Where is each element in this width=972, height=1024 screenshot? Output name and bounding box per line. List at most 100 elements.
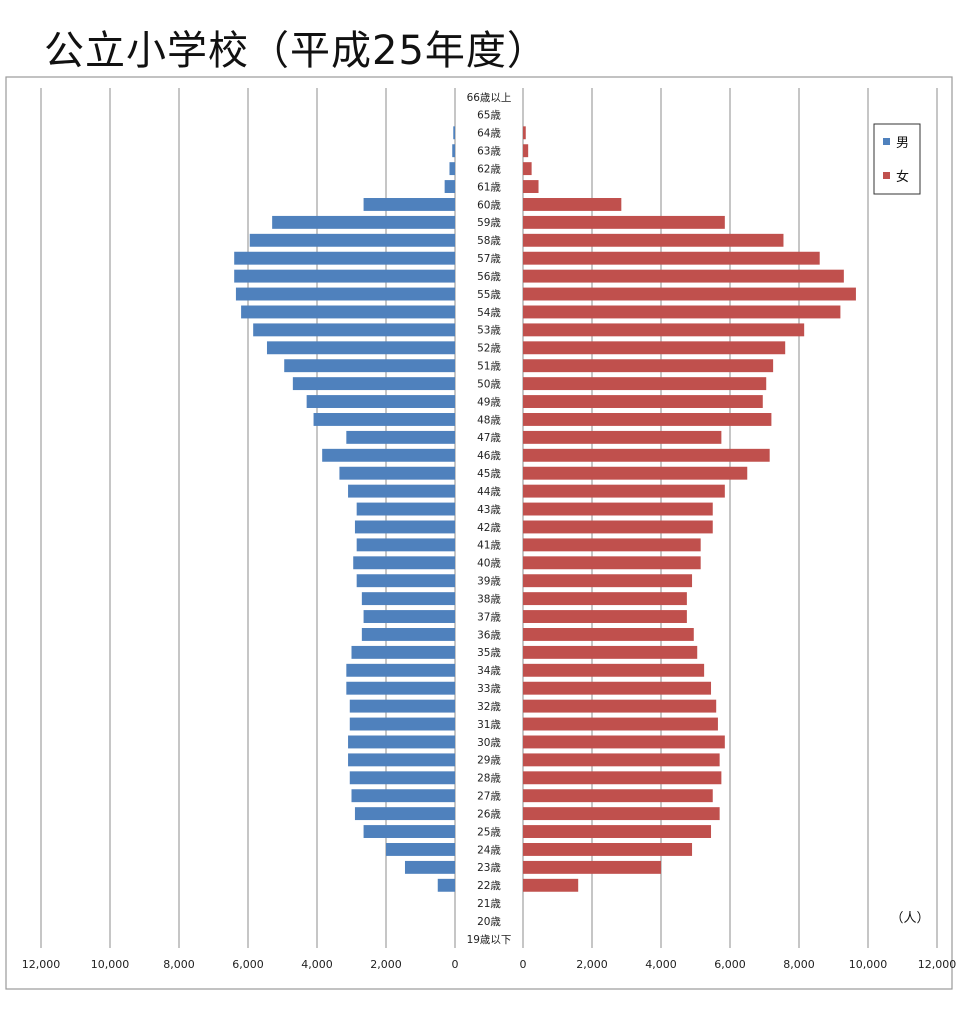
age-label: 61歳 (477, 181, 501, 193)
age-label: 25歳 (477, 826, 501, 838)
bar-female (523, 843, 693, 856)
age-label: 53歳 (477, 325, 501, 337)
bar-male (234, 251, 455, 265)
bar-male (444, 180, 455, 193)
bar-female (523, 180, 539, 193)
bar-male (284, 359, 455, 373)
bar-female (523, 305, 841, 319)
gridlines (40, 88, 938, 948)
bar-male (449, 162, 455, 176)
tick-label-right: 10,000 (849, 958, 888, 971)
axis-tick-labels: 12,000 10,000 8,000 6,000 4,000 2,000 0 0 2,000 4… (22, 958, 957, 971)
bar-male (351, 789, 455, 803)
bar-male (339, 466, 455, 480)
bar-male (266, 341, 455, 355)
bar-male (356, 538, 455, 552)
legend-swatch-male (883, 138, 890, 145)
bar-male (346, 681, 455, 695)
bar-male (348, 753, 455, 767)
age-label: 46歳 (477, 450, 501, 462)
age-label: 47歳 (477, 432, 501, 444)
age-label-band (456, 90, 520, 948)
age-label: 32歳 (477, 701, 501, 713)
age-label: 54歳 (477, 307, 501, 319)
legend-label-female: 女 (896, 169, 909, 185)
bar-female (523, 198, 622, 211)
age-label: 44歳 (477, 486, 501, 498)
bar-female (523, 610, 687, 623)
bar-female (523, 323, 805, 337)
bar-female (523, 413, 772, 426)
bar-female (523, 878, 579, 892)
age-label: 27歳 (477, 791, 501, 803)
bar-female (523, 395, 763, 408)
bar-female (523, 556, 701, 570)
bar-male (361, 592, 455, 606)
bar-male (351, 645, 455, 659)
bar-female (523, 377, 767, 391)
bar-female (523, 825, 712, 838)
age-label: 55歳 (477, 289, 501, 301)
age-label: 35歳 (477, 647, 501, 659)
age-label: 36歳 (477, 629, 501, 641)
age-label: 23歳 (477, 862, 501, 874)
bar-male (349, 771, 455, 785)
age-label: 57歳 (477, 253, 501, 265)
age-label: 56歳 (477, 271, 501, 283)
bar-female (523, 717, 718, 731)
age-label: 41歳 (477, 540, 501, 552)
bar-male (404, 860, 455, 874)
tick-label-left: 8,000 (163, 958, 195, 971)
age-label: 24歳 (477, 844, 501, 856)
bar-female (523, 645, 698, 659)
bar-female (523, 520, 713, 534)
age-label: 40歳 (477, 558, 501, 570)
tick-label-right: 4,000 (645, 958, 677, 971)
age-label: 38歳 (477, 593, 501, 605)
bar-male (363, 825, 455, 838)
bar-female (523, 502, 713, 516)
bar-female (523, 215, 725, 229)
bar-female (523, 735, 725, 749)
bar-male (452, 144, 455, 158)
bar-male (363, 198, 455, 211)
bar-female (523, 574, 693, 588)
bar-male (356, 574, 455, 588)
bar-female (523, 484, 725, 498)
bar-male (354, 807, 455, 821)
age-label: 37歳 (477, 611, 501, 623)
bar-female (523, 251, 820, 265)
age-label: 49歳 (477, 396, 501, 408)
tick-label-right: 8,000 (783, 958, 815, 971)
bar-female (523, 448, 770, 462)
tick-label-left: 2,000 (370, 958, 402, 971)
tick-label-right: 0 (520, 958, 527, 971)
bar-female (523, 341, 786, 355)
bar-female (523, 789, 713, 803)
age-label: 30歳 (477, 737, 501, 749)
tick-label-left: 0 (452, 958, 459, 971)
bar-female (523, 860, 661, 874)
bars (234, 126, 856, 892)
legend: 男 女 (873, 123, 921, 195)
bar-male (354, 520, 455, 534)
bar-female (523, 538, 701, 552)
bar-male (253, 323, 455, 337)
bar-female (523, 753, 720, 767)
age-label: 31歳 (477, 719, 501, 731)
bar-male (306, 395, 455, 408)
age-label: 20歳 (477, 916, 501, 928)
age-label: 33歳 (477, 683, 501, 695)
bar-male (363, 610, 455, 623)
bar-male (313, 413, 455, 426)
age-label: 21歳 (477, 898, 501, 910)
age-label: 22歳 (477, 880, 501, 892)
bar-female (523, 287, 856, 301)
age-label: 39歳 (477, 576, 501, 588)
age-label: 52歳 (477, 343, 501, 355)
legend-box (873, 123, 921, 195)
bar-female (523, 681, 712, 695)
bar-female (523, 144, 529, 158)
bar-male (356, 502, 455, 516)
bar-female (523, 699, 717, 713)
